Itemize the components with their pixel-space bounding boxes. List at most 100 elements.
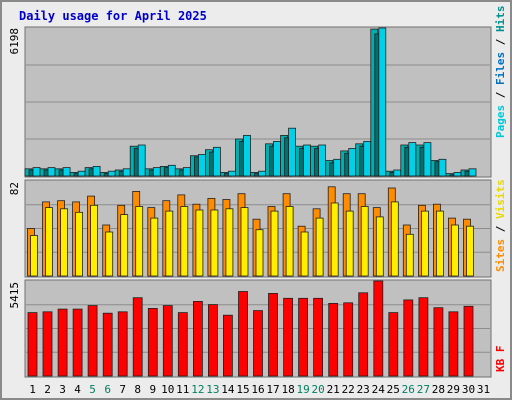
bar-kb-f-day-5: [87, 305, 98, 377]
bar-hits-day-3: [62, 167, 71, 177]
x-tick-label: 21: [327, 383, 340, 396]
bar-kb-f-day-30: [463, 305, 474, 377]
bar-kb-f-day-16: [253, 310, 263, 377]
x-tick-label: 2: [44, 383, 51, 396]
bar-visits-day-25: [390, 201, 399, 277]
x-tick-label: 7: [119, 383, 126, 396]
bar-visits-day-26: [405, 233, 414, 277]
bar-hits-day-20: [318, 144, 327, 177]
bar-hits-day-13: [212, 146, 221, 177]
bar-hits-day-18: [288, 127, 297, 177]
x-tick-label: 3: [59, 383, 66, 396]
bar-kb-f-day-6: [102, 312, 113, 377]
legend-files: Files: [494, 52, 507, 85]
bar-visits-day-5: [90, 204, 98, 277]
bar-visits-day-23: [360, 206, 369, 277]
bar-kb-f-day-20: [313, 297, 324, 377]
bar-hits-day-6: [107, 170, 116, 177]
bar-hits-day-29: [453, 171, 462, 177]
x-tick-label: 4: [74, 383, 81, 396]
x-tick-label: 16: [251, 383, 264, 396]
bar-kb-f-day-22: [343, 302, 354, 377]
bar-hits-day-23: [363, 140, 372, 177]
x-tick-label: 23: [357, 383, 370, 396]
bar-visits-day-9: [150, 217, 159, 277]
bar-hits-day-30: [468, 168, 477, 177]
bar-hits-day-12: [197, 154, 206, 177]
x-tick-label: 6: [104, 383, 111, 396]
x-tick-label: 9: [149, 383, 156, 396]
legend-kbf: KB F: [494, 346, 507, 373]
bar-kb-f-day-1: [27, 312, 38, 377]
bar-kb-f-day-23: [358, 292, 369, 377]
legend-kbf-panel: KB F: [494, 346, 507, 373]
bar-visits-day-2: [45, 207, 53, 277]
bar-hits-day-9: [152, 167, 161, 177]
x-tick-label: 22: [342, 383, 355, 396]
bar-visits-day-8: [135, 206, 144, 277]
bar-visits-day-6: [105, 231, 114, 277]
bar-kb-f-day-12: [192, 300, 203, 377]
bar-hits-day-17: [273, 140, 281, 177]
x-tick-label: 24: [372, 383, 386, 396]
bar-hits-day-22: [348, 148, 357, 177]
bar-hits-day-16: [258, 170, 266, 177]
x-tick-label: 5: [89, 383, 96, 396]
bar-kb-f-day-25: [388, 312, 399, 377]
x-tick-label: 19: [296, 383, 309, 396]
legend-separator: /: [494, 32, 507, 52]
bar-hits-day-26: [408, 142, 417, 177]
bar-hits-day-1: [32, 167, 41, 177]
bar-kb-f-day-28: [433, 307, 444, 377]
bar-kb-f-day-14: [222, 314, 233, 377]
bar-visits-day-11: [180, 206, 189, 277]
bar-visits-day-19: [300, 231, 309, 277]
bar-kb-f-day-27: [418, 297, 429, 377]
x-tick-label: 18: [281, 383, 294, 396]
bar-hits-day-21: [333, 158, 342, 177]
bar-kb-f-day-2: [42, 311, 53, 377]
bar-kb-f-day-24: [373, 280, 384, 377]
bar-kb-f-day-19: [298, 297, 309, 377]
bar-visits-day-1: [30, 235, 38, 277]
legend-hits-panel: Pages / Files / Hits: [494, 6, 507, 139]
bar-visits-day-14: [225, 208, 234, 277]
bar-kb-f-day-17: [268, 292, 278, 377]
x-axis-labels: 1 2 3 4 5 6 7 8 9 10 11 12 13 14 15 16 17 18 19 20 21 22 23 24 2…: [29, 383, 490, 396]
x-tick-label: 28: [432, 383, 445, 396]
x-tick-label: 12: [191, 383, 204, 396]
bar-visits-day-21: [330, 202, 339, 277]
bar-hits-day-24: [378, 27, 387, 177]
x-tick-label: 25: [387, 383, 400, 396]
x-tick-label: 27: [417, 383, 430, 396]
x-tick-label: 14: [221, 383, 235, 396]
visits-ymax-label: 82: [8, 182, 21, 195]
bar-hits-day-8: [137, 144, 146, 177]
bar-visits-day-12: [195, 209, 204, 277]
bar-kb-f-day-26: [403, 299, 414, 377]
bar-visits-day-17: [270, 210, 279, 277]
bar-kb-f-day-7: [117, 311, 128, 377]
bar-kb-f-day-3: [57, 308, 68, 377]
bar-kb-f-day-11: [177, 312, 188, 377]
bar-hits-day-10: [167, 164, 176, 177]
x-tick-label: 10: [161, 383, 174, 396]
bar-visits-day-27: [420, 210, 429, 277]
bar-visits-day-7: [120, 214, 129, 277]
legend-pages: Pages: [494, 105, 507, 138]
x-tick-label: 8: [134, 383, 141, 396]
bar-hits-day-5: [92, 165, 101, 177]
legend-hits: Hits: [494, 6, 507, 33]
x-tick-label: 30: [462, 383, 475, 396]
legend-visits: Visits: [494, 179, 507, 219]
bar-visits-day-24: [375, 216, 384, 277]
bar-kb-f-day-18: [283, 297, 294, 377]
bar-hits-day-4: [77, 170, 86, 177]
bar-kb-f-day-21: [328, 302, 339, 377]
bar-visits-day-29: [450, 224, 459, 277]
bar-kb-f-day-4: [72, 308, 83, 377]
x-tick-label: 31: [477, 383, 490, 396]
bar-kb-f-day-8: [132, 297, 143, 377]
bar-visits-day-18: [285, 206, 294, 277]
bar-hits-day-11: [182, 167, 191, 177]
